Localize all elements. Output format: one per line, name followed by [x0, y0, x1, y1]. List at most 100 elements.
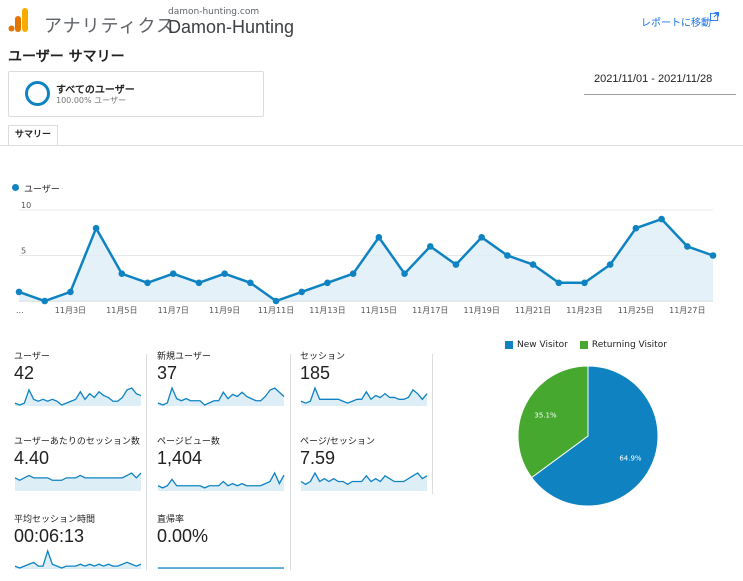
sparkline-line	[14, 548, 142, 569]
returning-visitor-swatch	[579, 341, 588, 349]
data-point[interactable]	[67, 288, 74, 296]
data-point[interactable]	[504, 252, 511, 259]
data-point[interactable]	[375, 234, 383, 241]
metric-sparkline	[14, 548, 142, 569]
date-range-underline	[584, 94, 736, 95]
data-point[interactable]	[15, 288, 23, 296]
x-tick-label: 11月25日	[618, 306, 654, 315]
metric-value: 4.40	[14, 448, 50, 468]
data-point[interactable]	[169, 270, 177, 277]
data-point[interactable]	[221, 270, 228, 277]
visitor-pie-chart: 64.9% 35.1%	[517, 365, 659, 507]
analytics-logo-icon	[8, 8, 28, 32]
x-tick-label: 11月9日	[209, 306, 240, 315]
users-line-chart: 10 5... 11月3日 11月5日 11月7日 11月9日 11月11日 11月13日 11…	[15, 201, 717, 315]
metric-card[interactable]: 直帰率 0.00%	[157, 515, 295, 581]
metric-card[interactable]: セッション 185	[300, 352, 438, 418]
data-point[interactable]	[92, 224, 100, 232]
sparkline-area	[301, 473, 427, 491]
metric-value: 0.00%	[157, 526, 209, 546]
data-point[interactable]	[658, 215, 665, 223]
x-tick-label: 11月19日	[463, 306, 499, 315]
data-point[interactable]	[195, 279, 203, 287]
sparkline-area	[158, 473, 284, 491]
data-point[interactable]	[118, 270, 126, 277]
data-point[interactable]	[478, 234, 485, 241]
metric-divider	[290, 354, 291, 570]
segment-card[interactable]	[8, 71, 264, 117]
x-tick-label: 11月15日	[361, 306, 397, 315]
data-point[interactable]	[144, 279, 151, 287]
metric-sparkline	[14, 387, 142, 406]
data-point[interactable]	[529, 261, 537, 268]
metric-label: セッション	[300, 352, 346, 362]
metric-value: 00:06:13	[14, 526, 85, 546]
x-tick-label: 11月27日	[669, 306, 705, 315]
metric-card[interactable]: 新規ユーザー 37	[157, 352, 295, 418]
sparkline-area	[15, 388, 141, 406]
sparkline-line	[300, 471, 428, 486]
data-point[interactable]	[606, 261, 614, 268]
pie-slice-label: 35.1%	[534, 412, 557, 420]
date-range-picker[interactable]: 2021/11/01 - 2021/11/28	[594, 73, 713, 85]
metric-card[interactable]: 平均セッション時間 00:06:13	[14, 515, 152, 581]
data-point[interactable]	[349, 270, 357, 277]
data-point[interactable]	[247, 279, 254, 287]
x-tick-label: 11月23日	[566, 306, 602, 315]
data-point[interactable]	[683, 243, 691, 250]
pie-slice-new-visitor[interactable]	[530, 365, 659, 507]
series-area	[19, 219, 713, 301]
tab-summary[interactable]: サマリー	[8, 125, 58, 146]
sparkline-line	[157, 386, 285, 406]
data-point[interactable]	[452, 261, 460, 268]
pie-legend-item[interactable]: New Visitor	[505, 340, 568, 350]
data-point[interactable]	[632, 224, 640, 232]
x-tick-label: 11月7日	[158, 306, 189, 315]
metric-label: ページ/セッション	[300, 437, 375, 447]
metric-sparkline	[157, 471, 285, 491]
pie-slice-label: 64.9%	[619, 454, 642, 462]
series-legend-dot	[12, 184, 19, 191]
data-point[interactable]	[581, 279, 588, 287]
metric-value: 37	[157, 363, 178, 383]
data-point[interactable]	[298, 288, 306, 296]
pie-legend-item[interactable]: Returning Visitor	[579, 340, 667, 350]
page-title: ユーザー サマリー	[8, 49, 125, 65]
x-tick-label: 11月17日	[412, 306, 448, 315]
goto-report-link[interactable]: レポートに移動	[641, 14, 711, 29]
data-point[interactable]	[709, 252, 717, 259]
metric-card[interactable]: ユーザー 42	[14, 352, 152, 418]
segment-percentage: 100.00% ユーザー	[56, 96, 126, 105]
sparkline-area	[15, 551, 141, 569]
metric-value: 7.59	[300, 448, 336, 468]
pie-legend-label: Returning Visitor	[591, 340, 667, 350]
series-legend-label: ユーザー	[24, 185, 60, 195]
metric-card[interactable]: ユーザーあたりのセッション数 4.40	[14, 437, 152, 503]
external-link-icon[interactable]	[710, 12, 719, 21]
new-visitor-swatch	[505, 341, 513, 349]
segment-circle-icon	[25, 81, 50, 106]
metric-label: 新規ユーザー	[157, 352, 211, 362]
metric-value: 42	[14, 363, 35, 383]
metric-label: ユーザーあたりのセッション数	[14, 437, 140, 447]
tab-divider	[0, 145, 743, 146]
sparkline-line	[14, 472, 142, 482]
x-tick-label: 11月11日	[258, 306, 294, 315]
sparkline-line	[300, 386, 428, 404]
sparkline-line	[14, 387, 142, 406]
data-point[interactable]	[41, 297, 49, 305]
y-tick-label: 5	[21, 247, 26, 256]
data-point[interactable]	[272, 297, 280, 305]
metric-card[interactable]: ページビュー数 1,404	[157, 437, 295, 503]
data-point[interactable]	[324, 279, 331, 287]
property-selector[interactable]: Damon-Hunting	[168, 17, 295, 37]
metric-label: 直帰率	[157, 515, 185, 525]
metric-sparkline	[158, 567, 284, 569]
sparkline-area	[301, 388, 427, 406]
pie-slice-returning-visitor[interactable]	[517, 365, 589, 479]
data-point[interactable]	[426, 243, 434, 250]
data-point[interactable]	[401, 270, 408, 277]
goto-report-label: レポートに移動	[641, 18, 711, 29]
data-point[interactable]	[555, 279, 563, 287]
metric-card[interactable]: ページ/セッション 7.59	[300, 437, 438, 503]
